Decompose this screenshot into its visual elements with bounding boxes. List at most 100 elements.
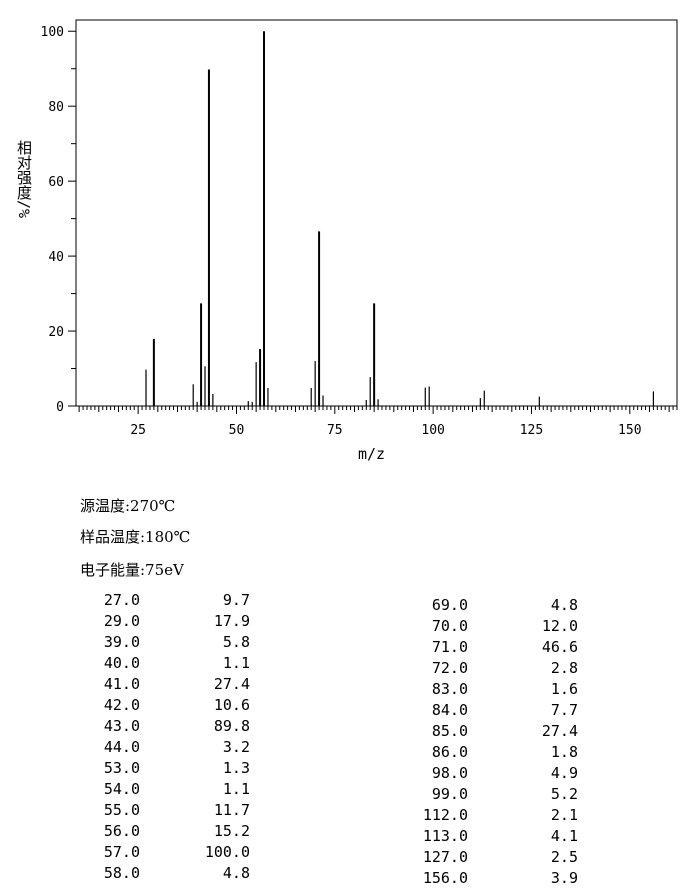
x-tick-label: 125: [520, 423, 543, 438]
abundance-value: 27.4: [541, 722, 578, 740]
mz-value: 41.0: [103, 675, 140, 693]
table-row: 44.0 3.2: [80, 737, 260, 758]
sample-temperature: 样品温度:180℃: [80, 528, 191, 546]
mz-value: 98.0: [431, 764, 468, 782]
mz-value: 39.0: [103, 633, 140, 651]
abundance-value: 1.1: [222, 780, 250, 798]
mz-value: 44.0: [103, 738, 140, 756]
mz-value: 54.0: [103, 780, 140, 798]
mz-value: 58.0: [103, 864, 140, 882]
abundance-value: 4.8: [550, 596, 578, 614]
mz-value: 43.0: [103, 717, 140, 735]
source-temperature: 源温度:270℃: [80, 497, 176, 515]
peak-table-left: 27.0 9.7 29.0 17.9 39.0 5.8 40.0 1.1 41.0 27.4 42.…: [80, 590, 260, 884]
table-row: 39.0 5.8: [80, 632, 260, 653]
table-row: 54.0 1.1: [80, 779, 260, 800]
y-tick-label: 20: [48, 325, 64, 340]
table-row: 29.0 17.9: [80, 611, 260, 632]
x-tick-label: 75: [327, 423, 343, 438]
table-row: 43.0 89.8: [80, 716, 260, 737]
x-tick-label: 25: [130, 423, 146, 438]
table-row: 53.0 1.3: [80, 758, 260, 779]
table-row: 55.0 11.7: [80, 800, 260, 821]
mz-value: 112.0: [422, 806, 468, 824]
mz-value: 113.0: [422, 827, 468, 845]
table-row: 71.0 46.6: [396, 637, 586, 658]
y-axis-label: 相对强度/%: [15, 140, 33, 218]
abundance-value: 15.2: [213, 822, 250, 840]
abundance-value: 4.9: [550, 764, 578, 782]
table-row: 27.0 9.7: [80, 590, 260, 611]
y-tick-label: 60: [48, 175, 64, 190]
mz-value: 53.0: [103, 759, 140, 777]
table-row: 86.0 1.8: [396, 742, 586, 763]
abundance-value: 1.3: [222, 759, 250, 777]
x-tick-label: 150: [618, 423, 641, 438]
table-row: 72.0 2.8: [396, 658, 586, 679]
mz-value: 55.0: [103, 801, 140, 819]
mz-value: 71.0: [431, 638, 468, 656]
abundance-value: 12.0: [541, 617, 578, 635]
table-row: 57.0 100.0: [80, 842, 260, 863]
table-row: 56.0 15.2: [80, 821, 260, 842]
abundance-value: 4.1: [550, 827, 578, 845]
table-row: 70.0 12.0: [396, 616, 586, 637]
abundance-value: 9.7: [222, 591, 250, 609]
mz-value: 85.0: [431, 722, 468, 740]
abundance-value: 27.4: [213, 675, 250, 693]
table-row: 42.0 10.6: [80, 695, 260, 716]
abundance-value: 3.9: [550, 869, 578, 887]
mz-value: 99.0: [431, 785, 468, 803]
table-row: 127.0 2.5: [396, 847, 586, 868]
abundance-value: 1.8: [550, 743, 578, 761]
table-row: 41.0 27.4: [80, 674, 260, 695]
x-axis-label: m/z: [358, 445, 385, 463]
mz-value: 84.0: [431, 701, 468, 719]
abundance-value: 2.1: [550, 806, 578, 824]
electron-energy: 电子能量:75eV: [80, 561, 184, 579]
mass-spectrum-chart: 25 50 75 100 125 150 0 20 40 60 80 100 m/z 相对强度/%: [15, 19, 678, 463]
table-row: 40.0 1.1: [80, 653, 260, 674]
mz-value: 56.0: [103, 822, 140, 840]
mz-value: 27.0: [103, 591, 140, 609]
peak-table-right: 69.0 4.8 70.0 12.0 71.0 46.6 72.0 2.8 83.0 1.6 84.…: [396, 595, 586, 889]
mz-value: 86.0: [431, 743, 468, 761]
table-row: 85.0 27.4: [396, 721, 586, 742]
abundance-value: 11.7: [213, 801, 250, 819]
y-tick-label: 100: [41, 25, 64, 40]
mz-value: 72.0: [431, 659, 468, 677]
abundance-value: 2.5: [550, 848, 578, 866]
y-tick-label: 80: [48, 100, 64, 115]
abundance-value: 7.7: [550, 701, 578, 719]
mz-value: 70.0: [431, 617, 468, 635]
mz-value: 83.0: [431, 680, 468, 698]
table-row: 83.0 1.6: [396, 679, 586, 700]
abundance-value: 89.8: [213, 717, 250, 735]
abundance-value: 17.9: [213, 612, 250, 630]
y-tick-label: 0: [56, 400, 64, 415]
abundance-value: 1.6: [550, 680, 578, 698]
table-row: 112.0 2.1: [396, 805, 586, 826]
abundance-value: 46.6: [541, 638, 578, 656]
table-row: 69.0 4.8: [396, 595, 586, 616]
table-row: 99.0 5.2: [396, 784, 586, 805]
mz-value: 156.0: [422, 869, 468, 887]
mz-value: 127.0: [422, 848, 468, 866]
abundance-value: 100.0: [204, 843, 250, 861]
mz-value: 57.0: [103, 843, 140, 861]
table-row: 98.0 4.9: [396, 763, 586, 784]
mz-value: 40.0: [103, 654, 140, 672]
abundance-value: 3.2: [222, 738, 250, 756]
x-tick-label: 50: [229, 423, 245, 438]
abundance-value: 2.8: [550, 659, 578, 677]
table-row: 58.0 4.8: [80, 863, 260, 884]
table-row: 156.0 3.9: [396, 868, 586, 889]
abundance-value: 5.8: [222, 633, 250, 651]
mz-value: 29.0: [103, 612, 140, 630]
mz-value: 42.0: [103, 696, 140, 714]
y-tick-label: 40: [48, 250, 64, 265]
abundance-value: 1.1: [222, 654, 250, 672]
table-row: 84.0 7.7: [396, 700, 586, 721]
abundance-value: 5.2: [550, 785, 578, 803]
mz-value: 69.0: [431, 596, 468, 614]
